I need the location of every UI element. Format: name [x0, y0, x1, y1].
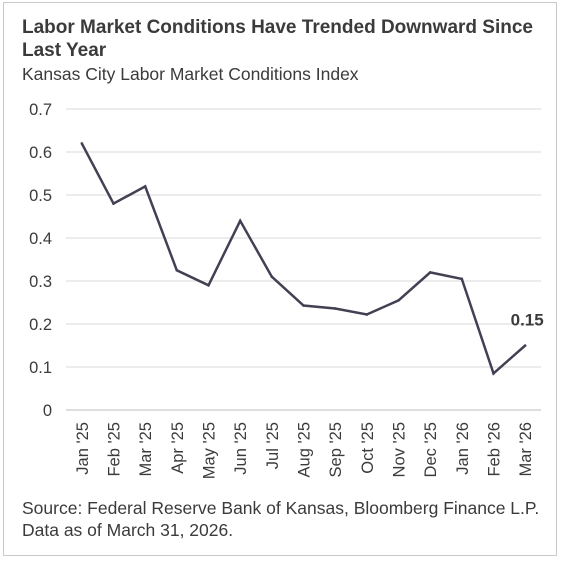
data-point [80, 142, 84, 145]
x-tick-label: Apr '25 [169, 422, 187, 474]
data-point [238, 219, 242, 223]
chart-title: Labor Market Conditions Have Trended Dow… [22, 17, 533, 61]
x-tick-label: Sep '25 [327, 422, 345, 477]
y-tick-label: 0.3 [29, 273, 52, 291]
x-tick-label: Mar '26 [517, 422, 535, 477]
data-point [270, 275, 274, 279]
data-point [460, 277, 464, 281]
y-tick-label: 0.5 [29, 187, 52, 205]
y-tick-label: 0.1 [29, 359, 52, 377]
data-point [207, 284, 210, 287]
x-tick-label: Feb '25 [106, 422, 124, 477]
data-point [112, 202, 115, 205]
chart-frame [3, 2, 557, 556]
y-axis-ticks: 0 0.1 0.2 0.3 0.4 0.5 0.6 0.7 [29, 101, 52, 420]
series-line [80, 142, 527, 376]
x-tick-label: Feb '26 [486, 422, 504, 477]
gridlines [66, 108, 541, 411]
x-tick-label: Jun '25 [232, 422, 250, 475]
y-tick-label: 0 [43, 402, 52, 420]
y-tick-label: 0.6 [29, 144, 52, 162]
x-tick-label: Nov '25 [391, 422, 409, 477]
x-tick-label: Jul '25 [264, 422, 282, 469]
x-tick-label: Aug '25 [296, 422, 314, 477]
data-point [523, 344, 527, 347]
source-note: Source: Federal Reserve Bank of Kansas, … [22, 498, 540, 540]
x-tick-label: Oct '25 [359, 422, 377, 474]
data-point [365, 313, 369, 316]
data-point [175, 268, 179, 272]
data-label: 0.15 [511, 311, 544, 330]
y-tick-label: 0.4 [29, 230, 52, 248]
chart-subtitle: Kansas City Labor Market Conditions Inde… [22, 64, 359, 84]
x-tick-label: Mar '25 [137, 422, 155, 477]
x-tick-label: Jan '26 [454, 422, 472, 475]
data-point [428, 271, 432, 274]
data-point [397, 299, 400, 302]
x-tick-label: Dec '25 [422, 422, 440, 477]
x-tick-label: Jan '25 [74, 422, 92, 475]
data-point [302, 304, 305, 307]
y-tick-label: 0.2 [29, 316, 52, 334]
x-axis-ticks: Jan '25 Feb '25 Mar '25 Apr '25 May '25 Jun '… [74, 422, 535, 479]
x-tick-label: May '25 [201, 422, 219, 479]
data-point [333, 307, 337, 310]
data-point [492, 372, 495, 375]
data-point [143, 185, 147, 188]
annotations: 0.15 [511, 311, 544, 330]
series-group [80, 142, 527, 376]
y-tick-label: 0.7 [29, 101, 52, 119]
